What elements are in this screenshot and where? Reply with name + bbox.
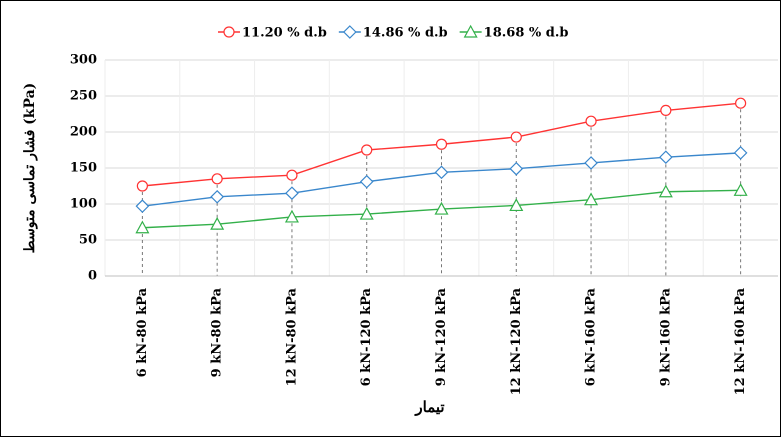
- y-axis-label: فشار تماسی متوسط (kPa): [22, 83, 38, 254]
- x-axis-label: تیمار: [414, 398, 444, 416]
- marker: [658, 150, 673, 165]
- y-tick-label: 50: [79, 233, 97, 248]
- marker: [361, 144, 373, 156]
- marker: [733, 183, 748, 196]
- marker: [658, 184, 673, 198]
- x-tick-label: 9 kN-120 kPa: [434, 287, 449, 386]
- x-tick-label: 12 kN-160 kPa: [733, 287, 748, 395]
- marker: [585, 115, 597, 127]
- y-tick-label: 0: [88, 269, 97, 284]
- marker: [286, 169, 298, 181]
- marker: [135, 220, 150, 234]
- marker: [136, 180, 148, 192]
- marker: [210, 189, 225, 204]
- marker: [223, 26, 235, 38]
- marker: [342, 25, 357, 39]
- marker: [463, 24, 478, 38]
- y-tick-label: 250: [70, 89, 97, 104]
- y-tick-label: 300: [70, 53, 97, 68]
- x-tick-label: 9 kN-160 kPa: [658, 287, 673, 386]
- x-tick-label: 6 kN-120 kPa: [359, 287, 374, 386]
- marker: [509, 198, 524, 212]
- marker: [733, 146, 748, 160]
- x-tick-label: 9 kN-80 kPa: [210, 287, 225, 377]
- marker: [584, 192, 599, 206]
- marker: [435, 138, 448, 150]
- marker: [359, 174, 374, 189]
- marker: [660, 104, 672, 117]
- marker: [434, 201, 449, 215]
- marker: [211, 173, 223, 185]
- marker: [359, 206, 374, 220]
- y-tick-label: 200: [70, 125, 97, 140]
- marker: [135, 199, 150, 214]
- x-tick-label: 6 kN-160 kPa: [584, 287, 599, 386]
- marker: [735, 97, 747, 109]
- x-tick-label: 12 kN-80 kPa: [284, 287, 299, 386]
- marker: [434, 165, 449, 180]
- x-tick-label: 12 kN-120 kPa: [509, 287, 524, 395]
- marker: [510, 131, 522, 143]
- marker: [210, 216, 225, 230]
- marker: [509, 161, 524, 176]
- y-tick-label: 150: [70, 161, 97, 176]
- legend-label: 14.86 % d.b: [363, 26, 448, 41]
- marker: [284, 209, 299, 223]
- legend-label: 18.68 % d.b: [484, 26, 569, 41]
- legend-label: 11.20 % d.b: [242, 26, 327, 41]
- y-tick-label: 100: [70, 197, 97, 212]
- marker: [584, 156, 598, 170]
- marker: [285, 186, 299, 201]
- x-tick-label: 6 kN-80 kPa: [135, 287, 150, 377]
